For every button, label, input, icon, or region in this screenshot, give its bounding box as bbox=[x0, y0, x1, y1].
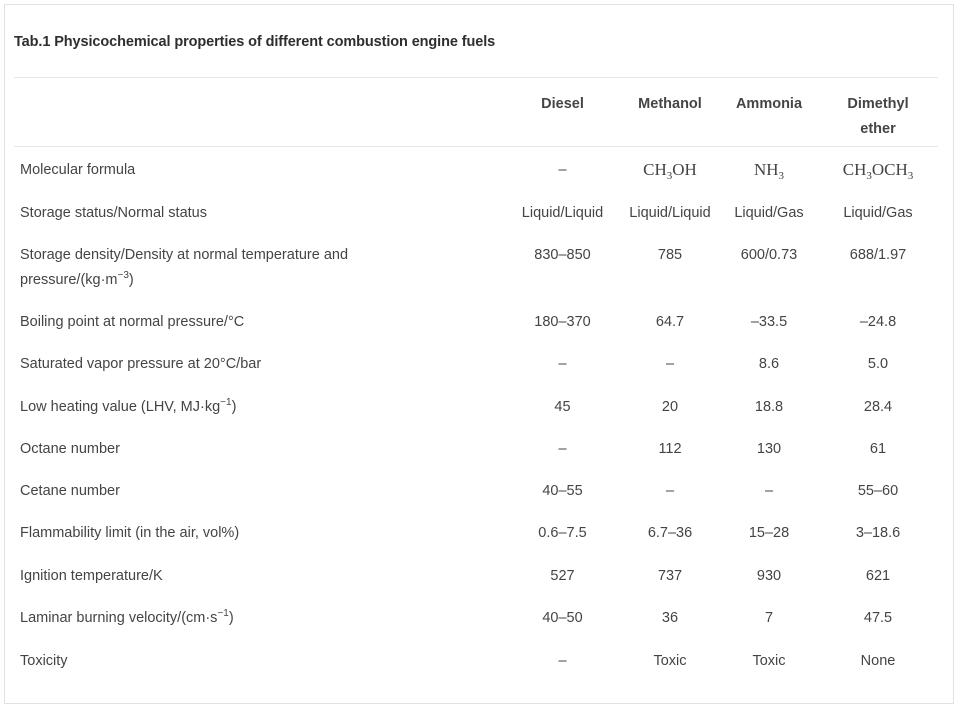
row-label: Saturated vapor pressure at 20°C/bar bbox=[20, 356, 262, 372]
table-frame bbox=[4, 4, 954, 704]
table-cell: – bbox=[558, 356, 567, 372]
row-label: Low heating value (LHV, MJ·kg−1) bbox=[20, 397, 237, 416]
table-cell: – bbox=[665, 483, 675, 499]
table-cell: 0.6–7.5 bbox=[538, 525, 587, 541]
table-cell: 6.7–36 bbox=[647, 525, 693, 541]
table-cell: –33.5 bbox=[750, 314, 788, 330]
row-label: Storage density/Density at normal temper… bbox=[20, 247, 349, 288]
table-cell: 7 bbox=[764, 610, 774, 626]
table-cell: 688/1.97 bbox=[849, 247, 907, 263]
row-label: Flammability limit (in the air, vol%) bbox=[20, 525, 240, 541]
table-cell: Liquid/Gas bbox=[843, 205, 913, 221]
table-cell: 45 bbox=[554, 399, 571, 415]
table-cell: – bbox=[558, 162, 567, 178]
row-label: Boiling point at normal pressure/°C bbox=[20, 314, 245, 330]
table-cell: 15–28 bbox=[748, 525, 790, 541]
table-cell: 600/0.73 bbox=[740, 247, 798, 263]
row-label: Storage status/Normal status bbox=[20, 205, 207, 221]
table-cell: – bbox=[764, 483, 774, 499]
table-cell: 180–370 bbox=[534, 314, 591, 330]
table-cell: – bbox=[558, 441, 567, 457]
table-cell: CH3OH bbox=[643, 160, 697, 182]
table-cell: 112 bbox=[658, 441, 682, 457]
table-cell: 527 bbox=[550, 568, 575, 584]
column-header-diesel: Diesel bbox=[541, 96, 584, 112]
table-cell: 64.7 bbox=[655, 314, 685, 330]
row-label: Toxicity bbox=[20, 653, 68, 669]
table-cell: 830–850 bbox=[534, 247, 591, 263]
table-cell: Liquid/Gas bbox=[734, 205, 804, 221]
table-cell: – bbox=[665, 356, 675, 372]
table-cell: 737 bbox=[657, 568, 683, 584]
table-cell: Toxic bbox=[653, 653, 687, 669]
table-cell: 930 bbox=[756, 568, 782, 584]
row-label: Laminar burning velocity/(cm·s−1) bbox=[20, 608, 234, 627]
table-cell: 5.0 bbox=[867, 356, 889, 372]
table-cell: 621 bbox=[865, 568, 891, 584]
table-cell: 36 bbox=[661, 610, 679, 626]
table-cell: 130 bbox=[756, 441, 782, 457]
table-caption: Tab.1 Physicochemical properties of diff… bbox=[14, 34, 496, 50]
table-cell: Toxic bbox=[752, 653, 786, 669]
table-cell: 61 bbox=[869, 441, 887, 457]
table-cell: –24.8 bbox=[859, 314, 897, 330]
table-cell: Liquid/Liquid bbox=[629, 205, 711, 221]
header-divider bbox=[14, 146, 938, 147]
table-cell: 40–50 bbox=[542, 610, 583, 626]
row-label: Octane number bbox=[20, 441, 120, 457]
table-cell: NH3 bbox=[753, 160, 785, 182]
column-header-methanol: Methanol bbox=[638, 96, 702, 112]
table-cell: 3–18.6 bbox=[855, 525, 901, 541]
table-cell: – bbox=[558, 653, 567, 669]
row-label: Molecular formula bbox=[20, 162, 136, 178]
row-label: Ignition temperature/K bbox=[20, 568, 163, 584]
top-divider bbox=[14, 77, 938, 78]
column-header-dimethyl-ether: Dimethyl ether bbox=[847, 96, 909, 137]
table-cell: CH3OCH3 bbox=[842, 160, 914, 182]
table-cell: 785 bbox=[657, 247, 683, 263]
table-cell: 20 bbox=[661, 399, 679, 415]
table-cell: None bbox=[860, 653, 896, 669]
table-cell: 47.5 bbox=[863, 610, 893, 626]
table-cell: 55–60 bbox=[857, 483, 899, 499]
column-header-ammonia: Ammonia bbox=[735, 96, 803, 112]
row-label: Cetane number bbox=[20, 483, 120, 499]
table-cell: 18.8 bbox=[754, 399, 784, 415]
table-cell: 8.6 bbox=[758, 356, 780, 372]
table-cell: Liquid/Liquid bbox=[521, 205, 604, 221]
table-cell: 28.4 bbox=[863, 399, 893, 415]
table-cell: 40–55 bbox=[542, 483, 583, 499]
